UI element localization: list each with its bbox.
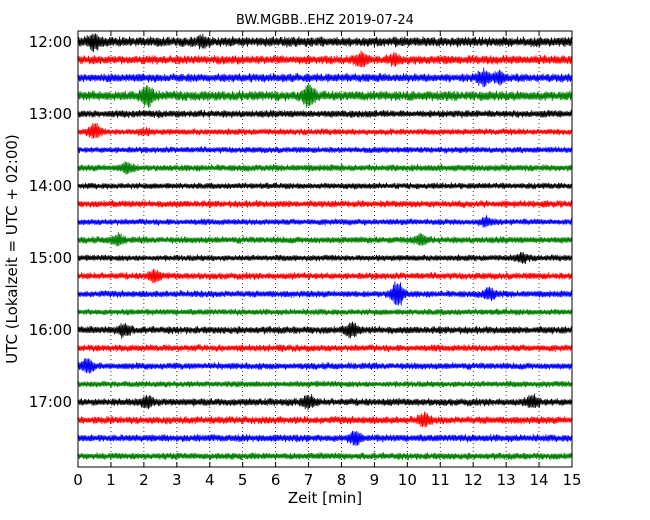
x-tick-label: 6 [271, 471, 281, 489]
trace-1745 [77, 452, 573, 461]
x-tick-label: 8 [337, 471, 347, 489]
seismic-traces [77, 33, 573, 461]
trace-1630 [77, 358, 573, 374]
trace-1530 [77, 281, 573, 306]
x-axis-label: Zeit [min] [288, 489, 362, 507]
trace-1415 [77, 199, 573, 208]
trace-1215 [77, 50, 573, 68]
x-tick-label: 7 [304, 471, 314, 489]
y-tick-label: 15:00 [29, 249, 72, 267]
trace-1400 [77, 182, 573, 190]
trace-1500 [77, 251, 573, 264]
x-tick-label: 13 [497, 471, 516, 489]
x-tick-label: 12 [464, 471, 483, 489]
x-axis-ticks: 0 1 2 3 4 5 6 7 8 9 10 11 12 13 14 15 [73, 31, 582, 489]
y-tick-label: 17:00 [29, 393, 72, 411]
trace-1715 [77, 411, 573, 428]
trace-1600 [77, 321, 573, 339]
y-axis-label: UTC (Lokalzeit = UTC + 02:00) [3, 134, 21, 364]
trace-1645 [77, 380, 573, 388]
y-tick-label: 14:00 [29, 177, 72, 195]
x-tick-label: 3 [172, 471, 182, 489]
x-tick-label: 5 [238, 471, 248, 489]
x-tick-label: 15 [562, 471, 581, 489]
x-tick-label: 9 [370, 471, 380, 489]
x-tick-label: 0 [73, 471, 83, 489]
trace-1200 [77, 33, 573, 53]
x-tick-label: 10 [398, 471, 417, 489]
trace-1330 [77, 146, 573, 154]
trace-1345 [77, 161, 573, 175]
trace-1730 [77, 430, 573, 446]
trace-1230 [77, 67, 573, 88]
trace-1430 [77, 215, 573, 228]
trace-1315 [77, 122, 573, 139]
y-axis-ticks: 12:00 13:00 14:00 15:00 16:00 17:00 [29, 33, 572, 411]
chart-title: BW.MGBB..EHZ 2019-07-24 [236, 13, 414, 28]
trace-1700 [77, 393, 573, 411]
trace-1245 [77, 83, 573, 108]
x-tick-label: 1 [106, 471, 116, 489]
y-tick-label: 13:00 [29, 105, 72, 123]
trace-1545 [77, 308, 573, 316]
trace-1300 [77, 109, 573, 119]
trace-1445 [77, 232, 573, 247]
trace-1615 [77, 344, 573, 353]
x-tick-label: 2 [139, 471, 149, 489]
x-tick-label: 14 [530, 471, 549, 489]
plot-frame [77, 30, 573, 468]
y-tick-label: 16:00 [29, 321, 72, 339]
x-tick-label: 4 [205, 471, 215, 489]
y-tick-label: 12:00 [29, 33, 72, 51]
trace-1515 [77, 268, 573, 284]
x-tick-label: 11 [431, 471, 450, 489]
